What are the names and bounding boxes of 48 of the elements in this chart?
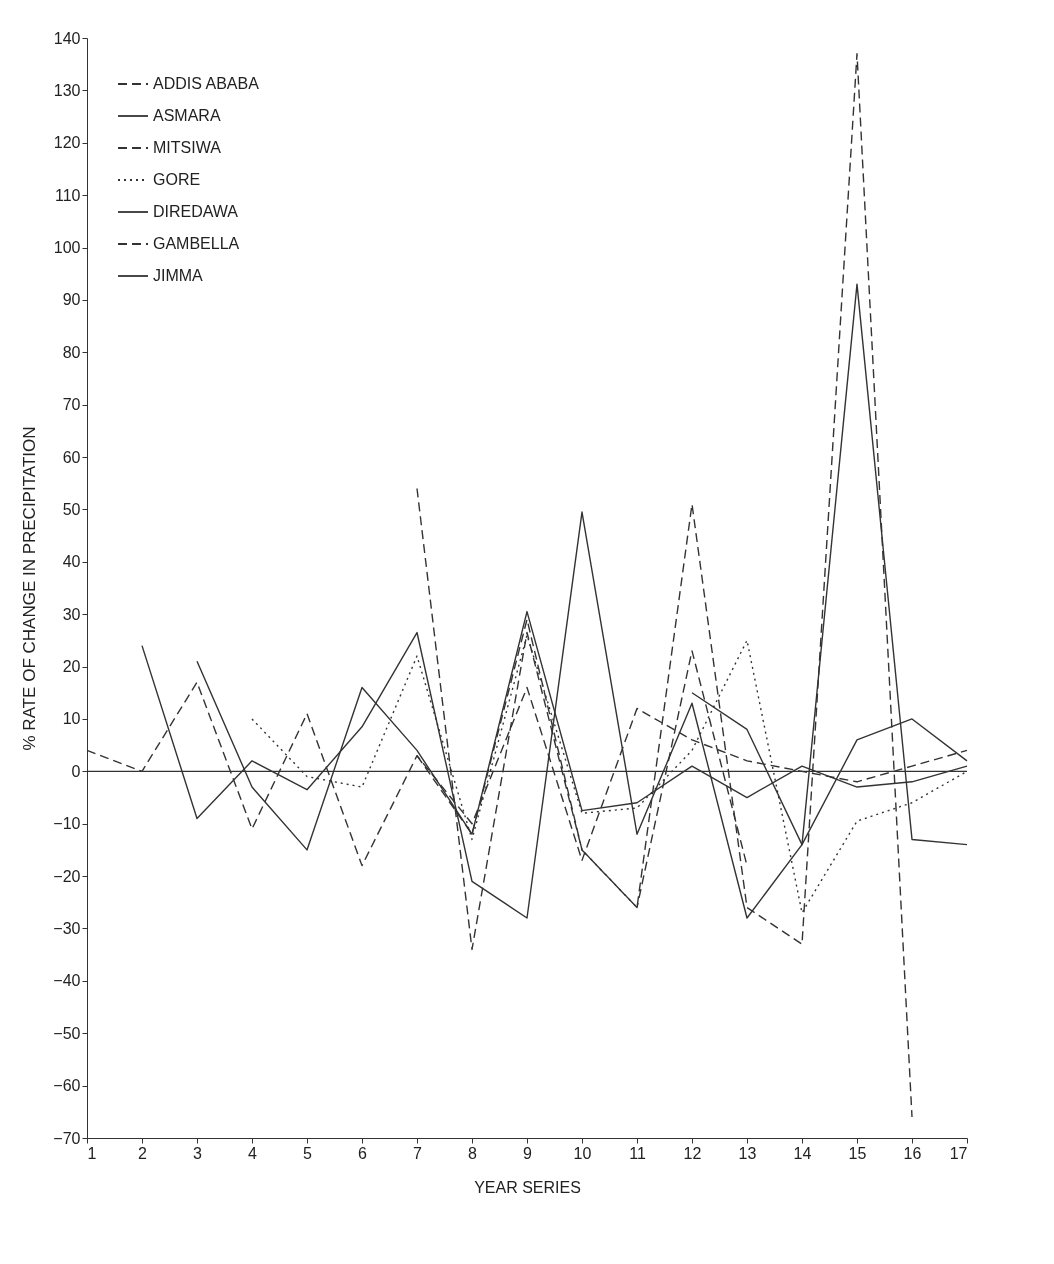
y-tick-label: 0 bbox=[71, 762, 81, 780]
legend-label: DIREDAWA bbox=[153, 203, 239, 220]
y-tick-label: −50 bbox=[53, 1024, 81, 1042]
y-tick-label: 100 bbox=[53, 239, 81, 257]
x-tick-label: 16 bbox=[903, 1144, 922, 1162]
x-tick-label: 17 bbox=[949, 1144, 968, 1162]
x-tick-label: 4 bbox=[248, 1144, 258, 1162]
x-tick-label: 7 bbox=[413, 1144, 423, 1162]
legend-label: ADDIS ABABA bbox=[153, 75, 260, 92]
x-tick-label: 8 bbox=[468, 1144, 478, 1162]
x-axis-title: YEAR SERIES bbox=[474, 1178, 581, 1196]
y-tick-label: −70 bbox=[53, 1129, 81, 1147]
x-tick-label: 10 bbox=[573, 1144, 592, 1162]
x-tick-label: 2 bbox=[138, 1144, 148, 1162]
x-tick-label: 5 bbox=[303, 1144, 313, 1162]
y-tick-label: −30 bbox=[53, 919, 81, 937]
x-tick-label: 6 bbox=[358, 1144, 368, 1162]
x-tick-label: 14 bbox=[793, 1144, 812, 1162]
y-tick-label: −40 bbox=[53, 972, 81, 990]
legend-label: ASMARA bbox=[153, 107, 221, 124]
y-axis-title: % RATE OF CHANGE IN PRECIPITATION bbox=[20, 426, 40, 751]
x-tick-label: 3 bbox=[193, 1144, 203, 1162]
y-tick-label: 90 bbox=[62, 291, 81, 309]
y-tick-label: 30 bbox=[62, 605, 81, 623]
y-tick-label: −10 bbox=[53, 815, 81, 833]
legend-label: JIMMA bbox=[153, 267, 204, 284]
y-tick-label: 80 bbox=[62, 343, 81, 361]
y-tick-label: 110 bbox=[54, 186, 81, 204]
x-tick-label: 11 bbox=[629, 1144, 646, 1162]
x-tick-label: 15 bbox=[848, 1144, 867, 1162]
y-tick-label: 50 bbox=[62, 500, 81, 518]
legend-label: GAMBELLA bbox=[153, 235, 240, 252]
legend-label: MITSIWA bbox=[153, 139, 222, 156]
legend-label: GORE bbox=[153, 171, 201, 188]
y-tick-label: −60 bbox=[53, 1077, 81, 1095]
y-tick-label: −20 bbox=[53, 867, 81, 885]
y-tick-label: 20 bbox=[62, 658, 81, 676]
y-tick-label: 60 bbox=[62, 448, 81, 466]
x-tick-label: 13 bbox=[738, 1144, 757, 1162]
y-tick-label: 140 bbox=[53, 29, 81, 47]
y-tick-label: 130 bbox=[53, 81, 81, 99]
y-tick-label: 70 bbox=[62, 396, 81, 414]
x-tick-label: 1 bbox=[87, 1144, 97, 1162]
y-tick-label: 10 bbox=[62, 710, 81, 728]
y-tick-label: 40 bbox=[62, 553, 81, 571]
y-tick-label: 120 bbox=[53, 134, 81, 152]
x-tick-label: 9 bbox=[523, 1144, 533, 1162]
x-tick-label: 12 bbox=[683, 1144, 702, 1162]
